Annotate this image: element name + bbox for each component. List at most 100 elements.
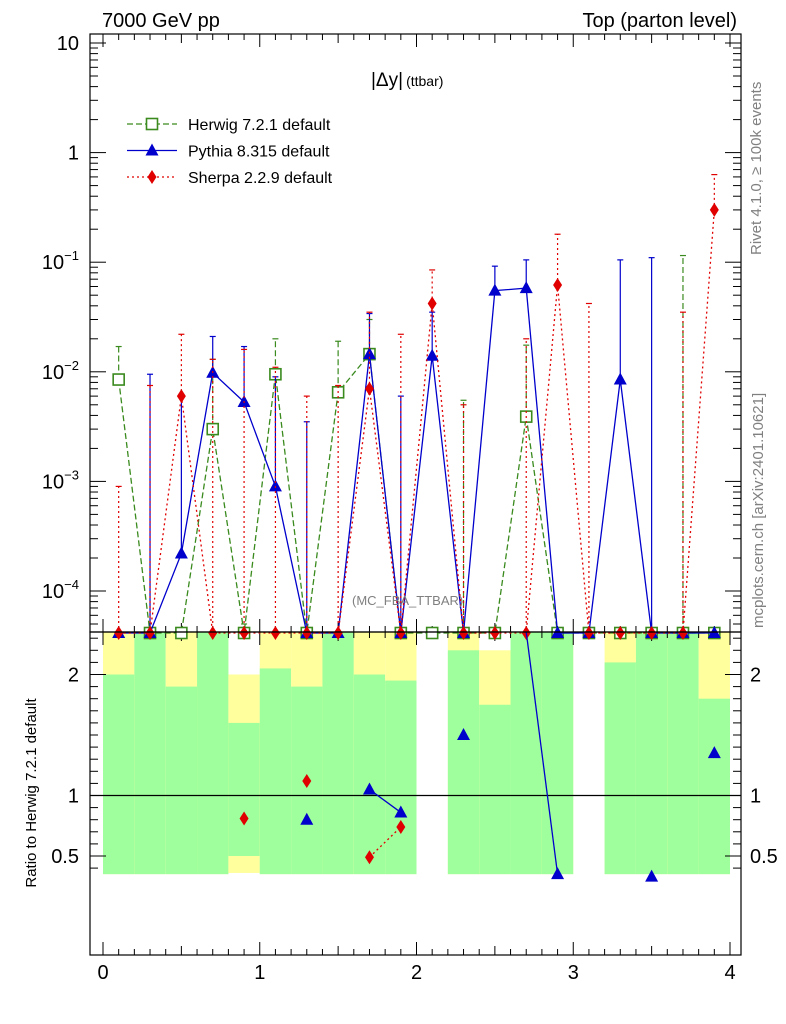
data-point: [239, 626, 249, 640]
data-point: [647, 626, 657, 640]
series-line: [118, 352, 715, 634]
green-band-9: [385, 680, 417, 875]
data-point: [425, 348, 439, 361]
data-point: [615, 626, 625, 640]
data-point: [553, 277, 563, 292]
green-band-3: [197, 632, 229, 875]
upper-y-label-exp: −3: [64, 467, 79, 482]
series-line: [118, 209, 715, 634]
data-point: [270, 626, 280, 640]
data-point: [490, 626, 500, 640]
green-band-7: [322, 632, 354, 875]
data-point: [268, 479, 282, 492]
legend-label: Sherpa 2.2.9 default: [188, 170, 333, 187]
ratio-point: [364, 850, 374, 865]
analysis-watermark: (MC_FBA_TTBAR): [352, 593, 463, 608]
green-band-0: [103, 674, 135, 875]
data-point: [145, 626, 155, 640]
x-tick-label-0: 0: [97, 962, 108, 984]
legend-entry-2: Sherpa 2.2.9 default: [127, 170, 333, 187]
data-point: [427, 296, 437, 311]
legend-marker: [145, 143, 159, 156]
data-point: [114, 626, 124, 640]
upper-y-label-5: 10−4: [42, 577, 79, 603]
mcplots-label: mcplots.cern.ch [arXiv:2401.10621]: [750, 393, 767, 628]
ratio-series-2: [239, 773, 406, 865]
upper-y-label-4: 10−3: [42, 467, 79, 493]
lower-y-tick-labels: 0.5 0.5 1 1 2 2: [51, 665, 778, 869]
upper-y-label-base: 10: [57, 33, 79, 55]
ratio-point: [302, 773, 312, 788]
upper-y-label-base: 10: [42, 471, 64, 493]
green-band-16: [667, 632, 699, 875]
green-band-10: [447, 650, 480, 875]
ratio-point: [551, 867, 565, 880]
ratio-y-label-left-2: 2: [68, 665, 79, 687]
green-band-2: [165, 686, 198, 875]
upper-y-label-base: 10: [42, 581, 64, 603]
upper-series-1: [112, 257, 721, 638]
green-band-15: [635, 632, 668, 875]
green-band-17: [698, 698, 730, 875]
upper-y-label-3: 10−2: [42, 358, 79, 384]
lower-series-group: [239, 631, 721, 882]
header-left: 7000 GeV pp: [102, 10, 220, 32]
upper-y-label-0: 10: [57, 33, 79, 55]
legend-label: Pythia 8.315 default: [188, 144, 330, 161]
ratio-y-label-left-0: 0.5: [51, 846, 79, 868]
data-point: [396, 626, 406, 640]
x-tick-label-4: 4: [724, 962, 735, 984]
data-point: [678, 626, 688, 640]
legend-entry-1: Pythia 8.315 default: [127, 143, 330, 161]
ratio-point: [394, 805, 408, 818]
x-tick-label-1: 1: [254, 962, 265, 984]
green-band-5: [259, 668, 292, 875]
ratio-point: [300, 812, 314, 825]
data-point: [584, 626, 594, 640]
ratio-point: [457, 728, 471, 740]
ratio-y-label-right-2: 2: [750, 665, 761, 687]
ratio-axis-label: Ratio to Herwig 7.2.1 default: [23, 698, 40, 888]
chart-title-suffix: (ttbar): [406, 73, 443, 89]
ratio-point: [362, 782, 376, 795]
green-band-12: [510, 632, 542, 875]
green-band-4: [228, 722, 260, 856]
data-point: [302, 626, 312, 640]
upper-y-label-base: 10: [42, 252, 64, 274]
legend-label: Herwig 7.2.1 default: [188, 117, 331, 134]
ratio-line: [369, 826, 402, 858]
upper-y-label-exp: −2: [64, 358, 79, 373]
ratio-point: [707, 746, 721, 759]
ratio-point: [396, 819, 406, 834]
x-tick-label-3: 3: [568, 962, 579, 984]
x-tick-labels: 0 1 2 3 4: [97, 962, 735, 984]
data-point: [208, 626, 218, 640]
data-point: [333, 626, 343, 640]
green-band-1: [134, 632, 166, 875]
upper-y-label-exp: −1: [64, 248, 79, 263]
chart-title: |Δy| (ttbar): [371, 70, 443, 91]
upper-y-label-base: 1: [68, 143, 79, 165]
legend-marker: [145, 117, 159, 131]
data-point: [425, 626, 439, 640]
upper-y-label-base: 10: [42, 362, 64, 384]
data-point: [613, 372, 627, 385]
ratio-y-label-left-1: 1: [68, 786, 79, 808]
legend-entry-0: Herwig 7.2.1 default: [127, 117, 331, 134]
upper-series-group: [112, 173, 721, 640]
data-point: [206, 422, 220, 436]
ratio-series-1: [300, 631, 721, 882]
data-point: [174, 546, 188, 559]
x-tick-label-2: 2: [411, 962, 422, 984]
data-point: [112, 373, 125, 386]
legend-marker: [147, 170, 157, 184]
chart-title-main: |Δy|: [371, 70, 403, 91]
green-band-14: [604, 662, 636, 875]
upper-series-2: [114, 173, 719, 640]
upper-y-label-exp: −4: [64, 577, 79, 592]
data-point: [459, 626, 469, 640]
lower-plot-frame: [89, 631, 742, 956]
ratio-point: [645, 869, 659, 882]
